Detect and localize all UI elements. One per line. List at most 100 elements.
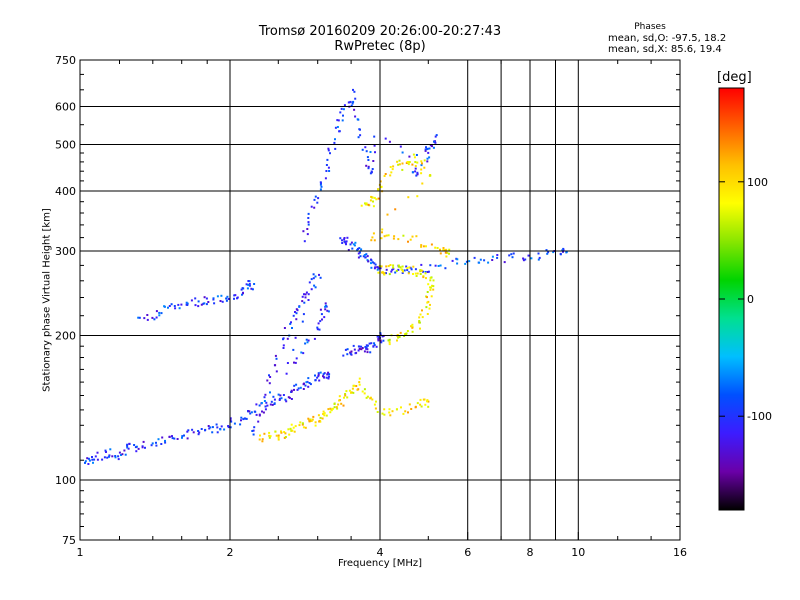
data-point-0: [157, 438, 160, 441]
data-point-0: [220, 425, 223, 428]
data-point-1: [312, 277, 315, 280]
data-point-6: [268, 434, 271, 437]
data-point-6: [319, 416, 322, 419]
data-point-1: [321, 318, 323, 321]
x-tick-label: 10: [571, 546, 585, 559]
data-point-0: [186, 430, 189, 433]
data-point-0: [227, 425, 230, 427]
data-point-7: [418, 321, 421, 324]
data-point-0: [87, 463, 90, 465]
data-point-0: [171, 435, 173, 438]
data-point-3: [344, 348, 347, 351]
data-point-2: [251, 288, 254, 291]
data-point-6: [312, 415, 315, 418]
data-point-8: [425, 245, 427, 248]
data-point-0: [124, 453, 127, 456]
data-point-0: [198, 431, 201, 434]
data-point-7: [395, 269, 398, 272]
data-point-2: [212, 297, 215, 300]
data-point-2: [138, 316, 141, 319]
data-point-0: [297, 387, 300, 390]
data-point-2: [207, 301, 210, 303]
data-point-1: [317, 322, 320, 325]
data-point-4: [401, 272, 404, 274]
data-point-7: [416, 272, 419, 275]
data-point-2: [221, 300, 224, 303]
data-point-0: [197, 433, 200, 436]
data-point-1: [293, 361, 295, 364]
data-point-0: [254, 410, 257, 413]
data-point-5: [334, 126, 337, 129]
data-point-5: [428, 156, 431, 159]
data-point-1: [310, 288, 313, 291]
data-point-5: [302, 230, 305, 233]
data-point-0: [323, 372, 326, 375]
data-point-8: [379, 180, 382, 183]
data-point-1: [312, 273, 315, 276]
data-point-3: [372, 345, 375, 348]
data-point-1: [316, 328, 319, 331]
data-point-7: [406, 267, 409, 270]
data-point-5: [313, 198, 316, 201]
data-point-0: [211, 431, 214, 434]
data-point-0: [84, 461, 86, 464]
data-point-0: [92, 461, 94, 464]
data-point-8: [420, 172, 423, 175]
data-point-7: [429, 288, 432, 291]
data-point-5: [325, 170, 328, 172]
data-point-0: [181, 435, 184, 438]
data-point-7: [426, 301, 429, 304]
data-point-1: [314, 286, 317, 289]
data-point-4: [362, 255, 365, 258]
data-point-7: [424, 272, 427, 275]
data-point-6: [391, 410, 394, 413]
data-point-4: [357, 256, 360, 259]
data-point-3: [353, 348, 356, 351]
data-point-3: [346, 348, 349, 351]
data-point-4: [373, 267, 376, 270]
data-point-0: [299, 386, 302, 389]
data-point-3: [382, 339, 385, 342]
data-point-3: [365, 347, 368, 350]
data-point-3: [368, 342, 371, 345]
data-point-5: [340, 107, 343, 110]
data-point-4: [347, 249, 350, 251]
data-point-0: [326, 373, 329, 376]
data-point-8: [384, 173, 387, 175]
data-point-5: [324, 177, 327, 180]
data-point-0: [293, 384, 296, 387]
data-point-4: [403, 269, 406, 272]
data-point-0: [258, 404, 261, 407]
data-point-6: [419, 398, 422, 401]
data-point-4: [345, 240, 348, 243]
data-point-6: [408, 403, 411, 406]
data-point-6: [322, 410, 325, 413]
data-point-2: [248, 284, 251, 287]
data-point-1: [294, 336, 297, 339]
data-point-0: [94, 455, 97, 458]
data-point-0: [192, 431, 195, 434]
data-point-7: [383, 272, 386, 275]
data-point-5: [354, 97, 357, 100]
y-tick-label: 600: [55, 101, 76, 114]
data-point-0: [109, 448, 112, 451]
data-point-4: [358, 247, 361, 250]
data-point-6: [263, 432, 266, 435]
data-point-7: [405, 333, 408, 335]
data-point-2: [186, 304, 189, 306]
data-point-1: [286, 337, 289, 340]
data-point-3: [354, 352, 357, 355]
data-point-7: [431, 284, 433, 287]
data-point-3: [342, 354, 345, 357]
data-point-8: [370, 195, 372, 198]
data-point-5: [428, 147, 431, 150]
data-point-4: [538, 256, 541, 259]
data-point-3: [364, 346, 367, 348]
data-point-4: [562, 248, 565, 251]
data-point-6: [331, 407, 334, 410]
data-point-2: [155, 316, 158, 319]
data-point-6: [423, 398, 426, 401]
data-point-0: [242, 418, 245, 421]
y-tick-label: 750: [55, 54, 76, 67]
data-point-6: [283, 431, 286, 433]
